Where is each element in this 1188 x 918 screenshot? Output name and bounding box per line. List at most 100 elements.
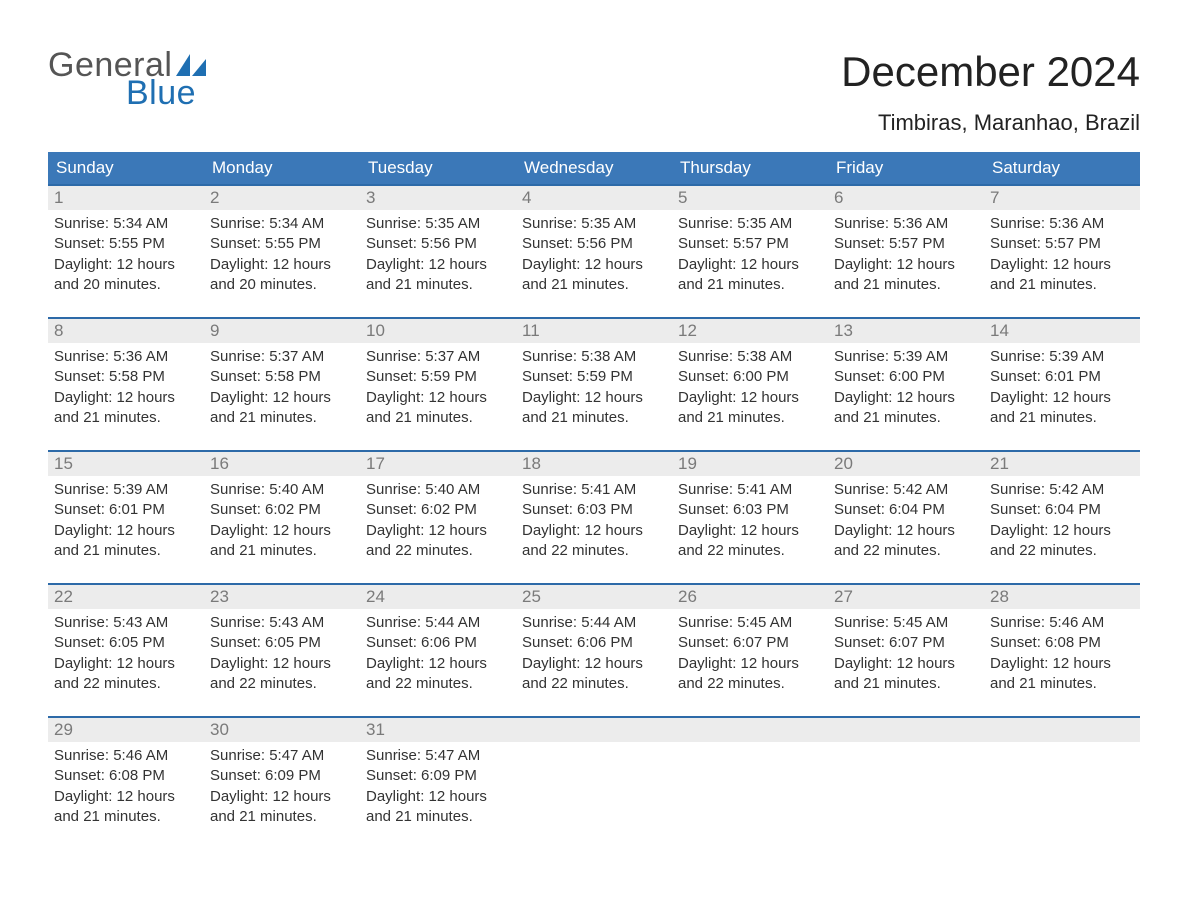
day-number-row: 12 (672, 319, 828, 343)
daylight-line: Daylight: 12 hours and 20 minutes. (54, 255, 198, 296)
sunset-line: Sunset: 6:07 PM (834, 633, 978, 653)
sunset-value: 6:08 PM (1045, 634, 1101, 651)
day-cell: 14Sunrise: 5:39 AMSunset: 6:01 PMDayligh… (984, 319, 1140, 428)
sunrise-label: Sunrise: (990, 215, 1049, 232)
sunrise-value: 5:35 AM (737, 215, 792, 232)
sunrise-line: Sunrise: 5:41 AM (522, 480, 666, 500)
sunset-value: 6:02 PM (421, 501, 477, 518)
day-number (990, 720, 995, 739)
sunset-value: 6:04 PM (1045, 501, 1101, 518)
sunrise-value: 5:39 AM (893, 348, 948, 365)
sunset-label: Sunset: (366, 235, 421, 252)
sunrise-line: Sunrise: 5:36 AM (834, 214, 978, 234)
day-number-row: 13 (828, 319, 984, 343)
sunrise-label: Sunrise: (678, 215, 737, 232)
daylight-label: Daylight: (366, 655, 429, 672)
day-cell: 25Sunrise: 5:44 AMSunset: 6:06 PMDayligh… (516, 585, 672, 694)
sunrise-label: Sunrise: (210, 215, 269, 232)
sunset-value: 6:01 PM (109, 501, 165, 518)
day-body: Sunrise: 5:47 AMSunset: 6:09 PMDaylight:… (204, 742, 360, 827)
day-cell: 9Sunrise: 5:37 AMSunset: 5:58 PMDaylight… (204, 319, 360, 428)
day-body: Sunrise: 5:40 AMSunset: 6:02 PMDaylight:… (204, 476, 360, 561)
daylight-line: Daylight: 12 hours and 22 minutes. (522, 521, 666, 562)
week-row: 22Sunrise: 5:43 AMSunset: 6:05 PMDayligh… (48, 583, 1140, 694)
sunrise-label: Sunrise: (54, 481, 113, 498)
sunrise-label: Sunrise: (54, 348, 113, 365)
daylight-label: Daylight: (366, 522, 429, 539)
sunset-label: Sunset: (210, 634, 265, 651)
daylight-line: Daylight: 12 hours and 21 minutes. (210, 787, 354, 828)
sunset-value: 5:58 PM (265, 368, 321, 385)
sunrise-line: Sunrise: 5:36 AM (54, 347, 198, 367)
day-number: 22 (54, 587, 73, 606)
sunset-line: Sunset: 6:01 PM (990, 367, 1134, 387)
sunrise-value: 5:40 AM (269, 481, 324, 498)
sunset-line: Sunset: 5:55 PM (54, 234, 198, 254)
sunrise-line: Sunrise: 5:45 AM (834, 613, 978, 633)
sunset-line: Sunset: 5:57 PM (678, 234, 822, 254)
sunset-label: Sunset: (54, 767, 109, 784)
daylight-label: Daylight: (678, 655, 741, 672)
day-body: Sunrise: 5:46 AMSunset: 6:08 PMDaylight:… (984, 609, 1140, 694)
day-number: 2 (210, 188, 219, 207)
day-number-row: 16 (204, 452, 360, 476)
sunrise-value: 5:43 AM (269, 614, 324, 631)
sunrise-value: 5:41 AM (737, 481, 792, 498)
day-body: Sunrise: 5:42 AMSunset: 6:04 PMDaylight:… (984, 476, 1140, 561)
day-number-row: 30 (204, 718, 360, 742)
sunrise-value: 5:42 AM (893, 481, 948, 498)
sunset-line: Sunset: 6:00 PM (834, 367, 978, 387)
sunrise-label: Sunrise: (522, 481, 581, 498)
sunrise-line: Sunrise: 5:46 AM (54, 746, 198, 766)
sunset-value: 6:08 PM (109, 767, 165, 784)
day-number (522, 720, 527, 739)
day-cell: 15Sunrise: 5:39 AMSunset: 6:01 PMDayligh… (48, 452, 204, 561)
sunrise-line: Sunrise: 5:39 AM (54, 480, 198, 500)
day-number: 27 (834, 587, 853, 606)
sunrise-label: Sunrise: (366, 348, 425, 365)
day-cell: 23Sunrise: 5:43 AMSunset: 6:05 PMDayligh… (204, 585, 360, 694)
day-number-row: 21 (984, 452, 1140, 476)
day-number-row: 20 (828, 452, 984, 476)
week-row: 1Sunrise: 5:34 AMSunset: 5:55 PMDaylight… (48, 184, 1140, 295)
sunset-line: Sunset: 5:58 PM (54, 367, 198, 387)
sunset-line: Sunset: 6:05 PM (210, 633, 354, 653)
daylight-line: Daylight: 12 hours and 22 minutes. (678, 521, 822, 562)
sunset-label: Sunset: (678, 368, 733, 385)
sunrise-value: 5:45 AM (893, 614, 948, 631)
sunset-line: Sunset: 5:59 PM (522, 367, 666, 387)
sunset-line: Sunset: 5:57 PM (990, 234, 1134, 254)
daylight-line: Daylight: 12 hours and 21 minutes. (990, 388, 1134, 429)
sunrise-line: Sunrise: 5:43 AM (54, 613, 198, 633)
sunset-value: 6:07 PM (889, 634, 945, 651)
day-number-row: 5 (672, 186, 828, 210)
day-body: Sunrise: 5:47 AMSunset: 6:09 PMDaylight:… (360, 742, 516, 827)
dow-fri: Friday (828, 152, 984, 184)
sunrise-label: Sunrise: (54, 747, 113, 764)
sunrise-line: Sunrise: 5:36 AM (990, 214, 1134, 234)
day-body: Sunrise: 5:36 AMSunset: 5:57 PMDaylight:… (828, 210, 984, 295)
sunrise-label: Sunrise: (366, 481, 425, 498)
day-number-row: 31 (360, 718, 516, 742)
day-body: Sunrise: 5:40 AMSunset: 6:02 PMDaylight:… (360, 476, 516, 561)
daylight-label: Daylight: (834, 389, 897, 406)
day-number: 23 (210, 587, 229, 606)
day-cell: 21Sunrise: 5:42 AMSunset: 6:04 PMDayligh… (984, 452, 1140, 561)
day-cell (516, 718, 672, 827)
sunset-line: Sunset: 6:06 PM (366, 633, 510, 653)
sunrise-line: Sunrise: 5:42 AM (834, 480, 978, 500)
sunset-label: Sunset: (210, 235, 265, 252)
sunrise-line: Sunrise: 5:40 AM (366, 480, 510, 500)
daylight-label: Daylight: (522, 522, 585, 539)
day-cell: 20Sunrise: 5:42 AMSunset: 6:04 PMDayligh… (828, 452, 984, 561)
daylight-label: Daylight: (522, 655, 585, 672)
daylight-label: Daylight: (366, 788, 429, 805)
day-number-row: 1 (48, 186, 204, 210)
sunrise-line: Sunrise: 5:38 AM (678, 347, 822, 367)
sunrise-line: Sunrise: 5:39 AM (990, 347, 1134, 367)
daylight-line: Daylight: 12 hours and 21 minutes. (522, 255, 666, 296)
sunset-label: Sunset: (990, 501, 1045, 518)
sunrise-label: Sunrise: (678, 481, 737, 498)
sunset-line: Sunset: 6:05 PM (54, 633, 198, 653)
sunrise-line: Sunrise: 5:38 AM (522, 347, 666, 367)
